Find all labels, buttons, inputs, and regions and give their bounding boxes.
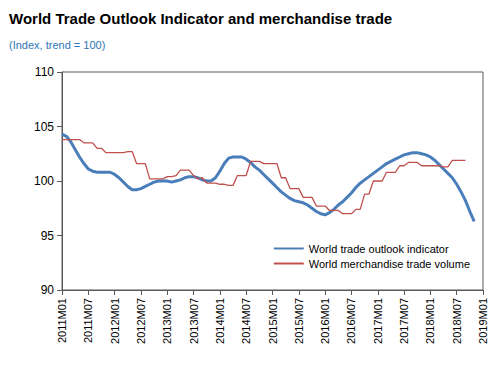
svg-text:2018M01: 2018M01 bbox=[424, 298, 436, 344]
svg-text:2017M01: 2017M01 bbox=[372, 298, 384, 344]
svg-text:2015M07: 2015M07 bbox=[293, 298, 305, 344]
svg-text:2017M07: 2017M07 bbox=[398, 298, 410, 344]
svg-text:2019M01: 2019M01 bbox=[477, 298, 489, 344]
svg-text:2011M01: 2011M01 bbox=[56, 298, 68, 343]
svg-text:2016M01: 2016M01 bbox=[319, 298, 331, 344]
svg-text:2013M01: 2013M01 bbox=[161, 298, 173, 344]
svg-text:90: 90 bbox=[41, 283, 55, 297]
svg-text:World merchandise trade volume: World merchandise trade volume bbox=[309, 258, 470, 270]
svg-text:2015M01: 2015M01 bbox=[267, 298, 279, 344]
svg-text:2012M01: 2012M01 bbox=[109, 298, 121, 344]
svg-text:95: 95 bbox=[41, 229, 55, 243]
svg-text:2014M01: 2014M01 bbox=[214, 298, 226, 344]
svg-text:105: 105 bbox=[34, 120, 54, 134]
svg-text:2016M07: 2016M07 bbox=[345, 298, 357, 344]
svg-text:2011M07: 2011M07 bbox=[82, 298, 94, 343]
svg-text:110: 110 bbox=[35, 65, 54, 79]
svg-text:World Trade Outlook Indicator: World Trade Outlook Indicator and mercha… bbox=[9, 10, 392, 27]
svg-text:2014M07: 2014M07 bbox=[240, 298, 252, 344]
svg-text:2012M07: 2012M07 bbox=[135, 298, 147, 344]
svg-text:2013M07: 2013M07 bbox=[188, 298, 200, 344]
svg-text:(Index, trend = 100): (Index, trend = 100) bbox=[9, 39, 105, 51]
svg-text:2018M07: 2018M07 bbox=[451, 298, 463, 344]
svg-text:World trade outlook indicator: World trade outlook indicator bbox=[309, 243, 449, 255]
svg-text:100: 100 bbox=[34, 174, 54, 188]
